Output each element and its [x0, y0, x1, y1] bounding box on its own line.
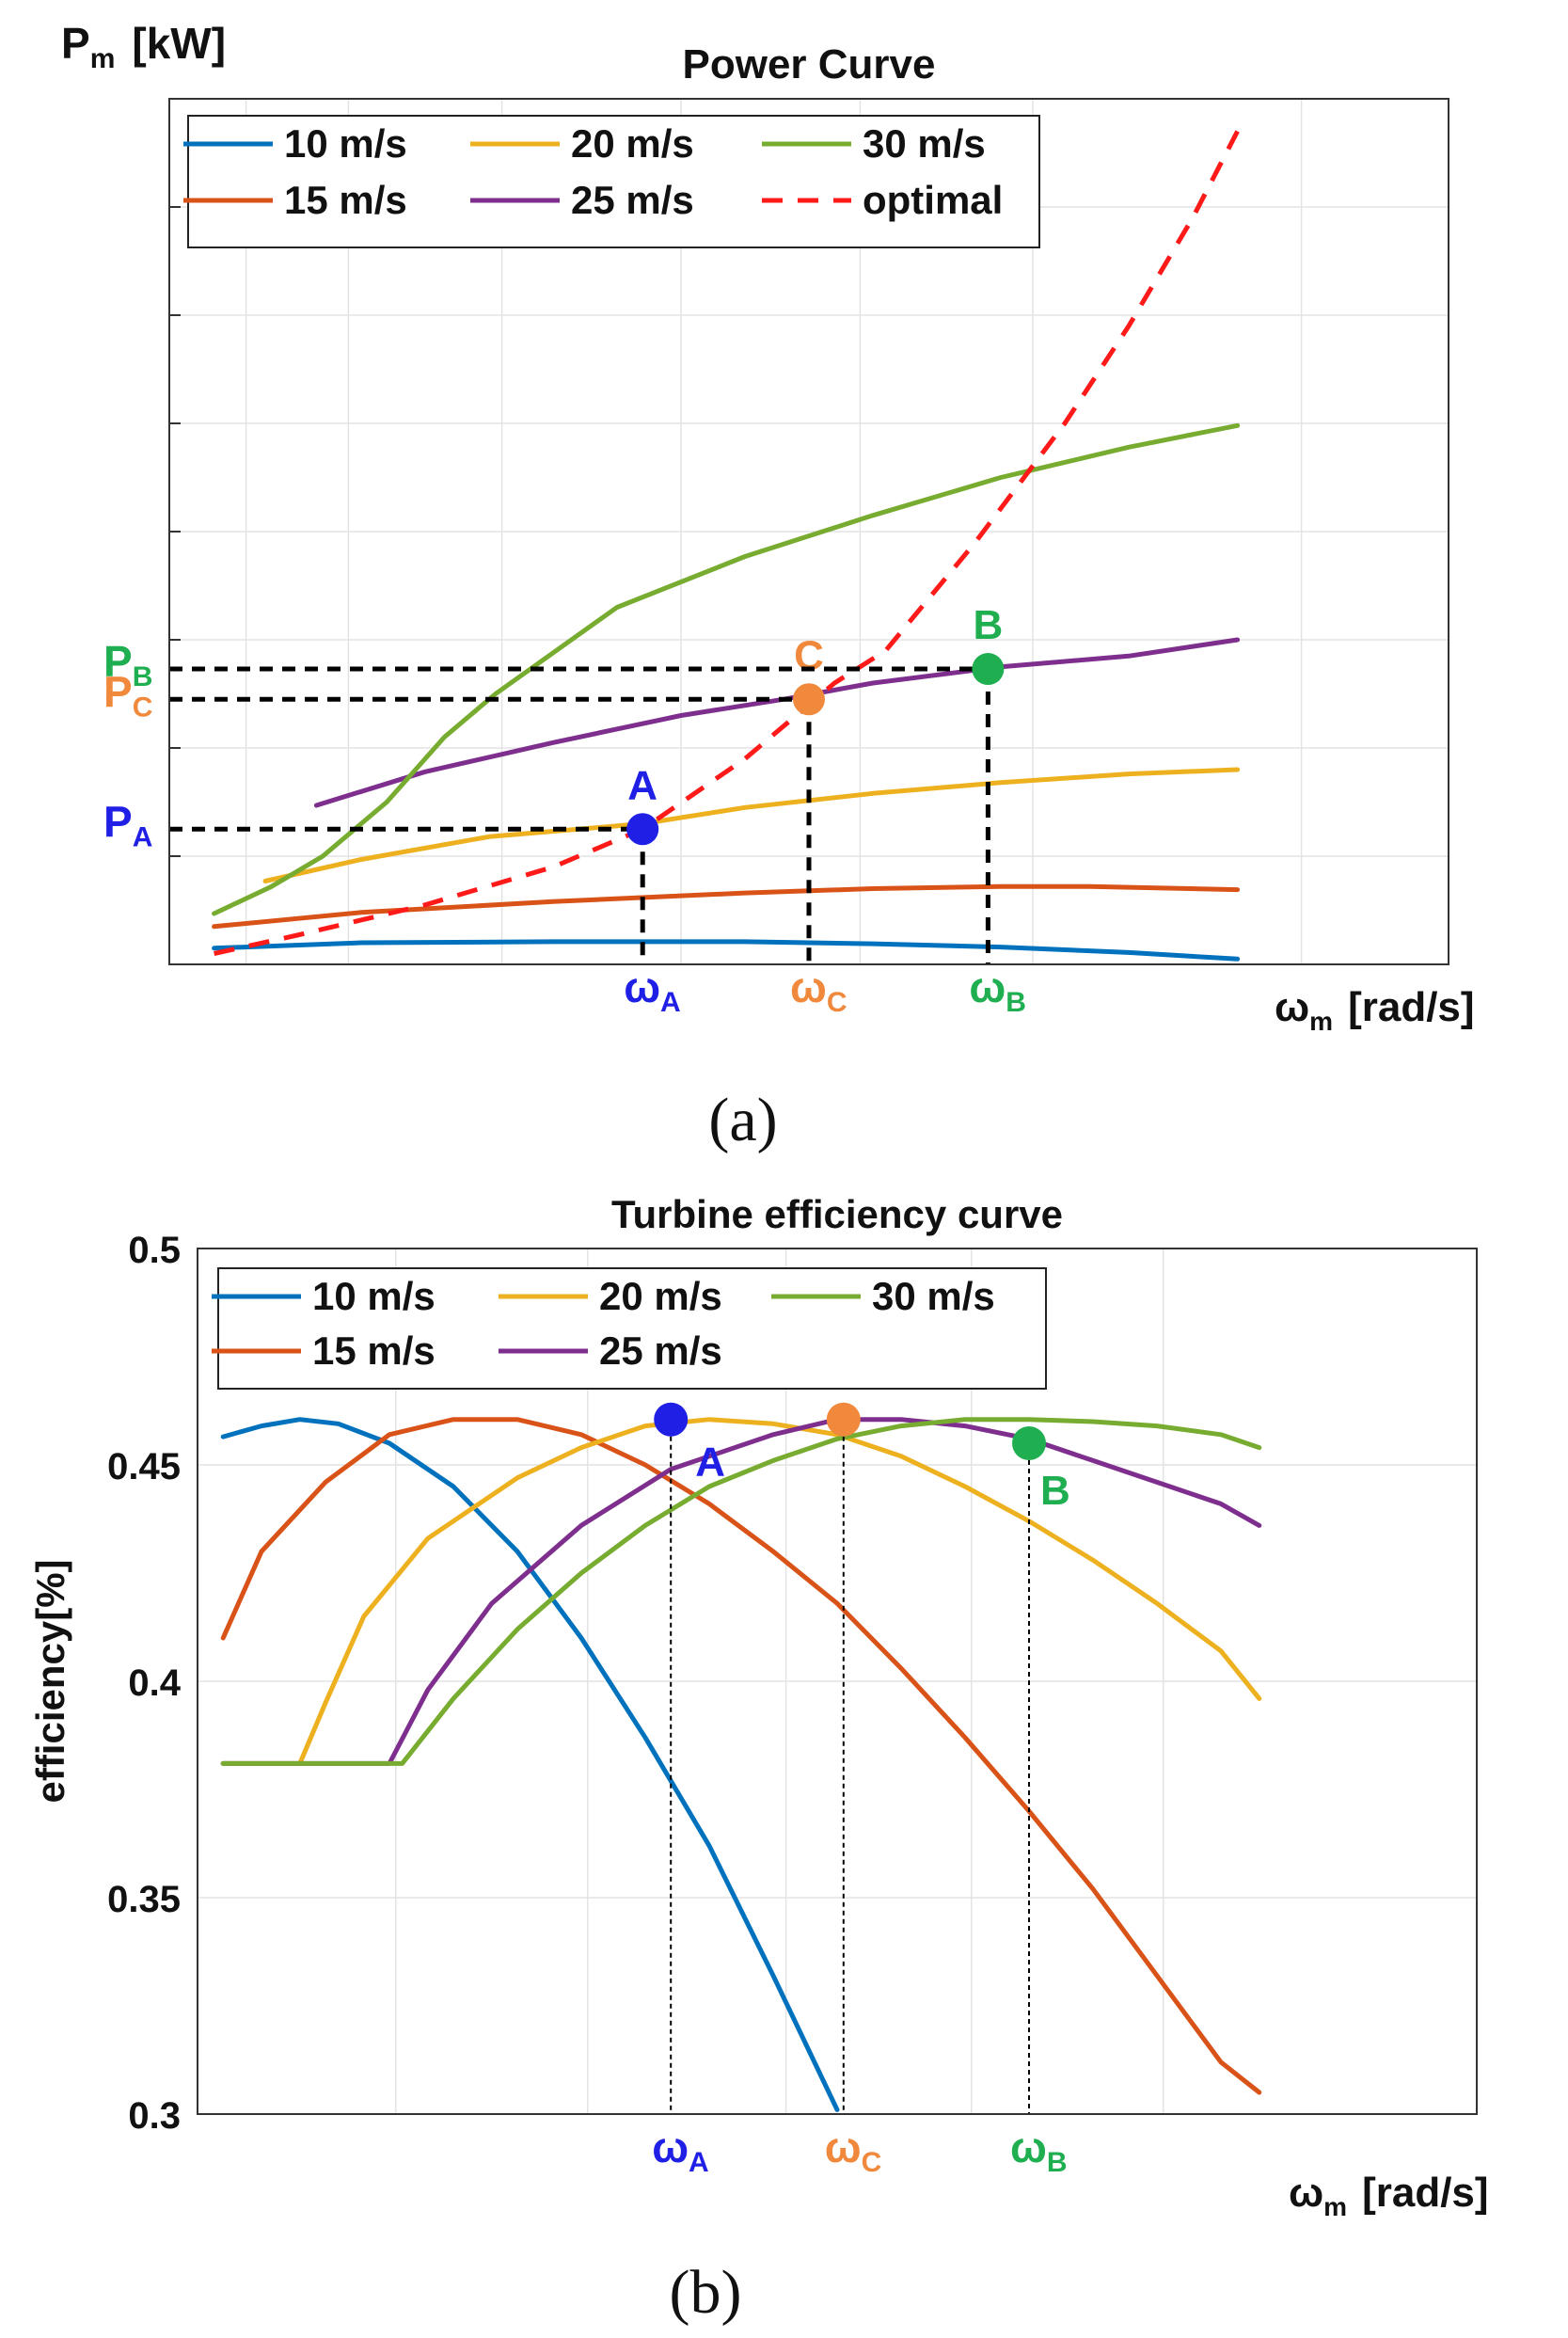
efficiency-point-b: [1012, 1426, 1046, 1460]
panel-a-label: (a): [708, 1086, 777, 1154]
efficiency-y-ticks: 0.3 0.35 0.4 0.45 0.5: [107, 1230, 182, 2137]
power-series-10-m-s: [212, 939, 1241, 962]
efficiency-legend-label-30-m-s: 30 m/s: [872, 1274, 995, 1318]
power-y-label: Pm [kW]: [61, 19, 226, 74]
efficiency-legend-label-25-m-s: 25 m/s: [599, 1328, 722, 1373]
efficiency-series-20-m-s: [220, 1417, 1262, 1766]
y-tick-label: 0.35: [107, 1879, 181, 1920]
power-y-tick-a: PA: [103, 797, 152, 852]
efficiency-legend-label-20-m-s: 20 m/s: [599, 1274, 722, 1318]
power-y-tick-b: PB: [103, 637, 152, 692]
efficiency-operating-points: AωACωCBωB: [652, 1353, 1070, 2178]
power-x-tick-a: ωA: [624, 962, 681, 1018]
power-legend-label-15-m-s: 15 m/s: [284, 178, 407, 222]
efficiency-point-label-a: A: [695, 1439, 725, 1486]
power-point-a: [626, 813, 659, 846]
efficiency-x-tick-c: ωC: [825, 2123, 882, 2178]
efficiency-plot-frame: [197, 1248, 1478, 2115]
power-legend-label-30-m-s: 30 m/s: [863, 121, 986, 166]
efficiency-x-tick-a: ωA: [652, 2123, 709, 2178]
power-chart-title: Power Curve: [683, 41, 936, 87]
power-legend: 10 m/s 20 m/s 30 m/s 15 m/s 25 m/s optimal: [183, 115, 1040, 248]
power-operating-points: AωA PA CωC PC BωB PB: [103, 602, 1026, 1018]
power-series-20-m-s: [262, 767, 1241, 883]
power-series: [212, 130, 1241, 962]
power-series-optimal: [214, 130, 1240, 956]
power-legend-label-optimal: optimal: [863, 178, 1003, 222]
efficiency-point-a: [654, 1402, 689, 1437]
power-x-label: ωm [rad/s]: [1275, 984, 1475, 1036]
power-x-tick-c: ωC: [790, 962, 847, 1018]
efficiency-x-label: ωm [rad/s]: [1289, 2170, 1489, 2221]
power-plot-frame: [168, 98, 1449, 965]
power-point-c: [793, 683, 825, 716]
power-point-label-b: B: [974, 602, 1004, 648]
power-y-tick-c: PC: [103, 667, 152, 723]
efficiency-series-10-m-s: [220, 1417, 840, 2112]
y-tick-label: 0.5: [128, 1230, 181, 1271]
power-curve-panel: AωA PA CωC PC BωB PB Power Curve Pm [kW] ωm [ra…: [61, 19, 1475, 1154]
power-series-30-m-s: [212, 422, 1241, 916]
efficiency-series-30-m-s: [220, 1417, 1262, 1766]
efficiency-chart-title: Turbine efficiency curve: [611, 1192, 1063, 1236]
power-x-tick-b: ωB: [969, 962, 1026, 1018]
panel-b-label: (b): [670, 2258, 742, 2327]
efficiency-series-15-m-s: [220, 1417, 1262, 2095]
efficiency-legend-label-10-m-s: 10 m/s: [312, 1274, 436, 1318]
efficiency-legend-label-15-m-s: 15 m/s: [312, 1328, 436, 1373]
efficiency-x-tick-b: ωB: [1010, 2123, 1068, 2178]
y-tick-label: 0.45: [107, 1446, 181, 1487]
power-legend-label-20-m-s: 20 m/s: [571, 121, 694, 166]
power-point-label-c: C: [794, 632, 824, 678]
efficiency-legend: 10 m/s 20 m/s 30 m/s 15 m/s 25 m/s: [212, 1267, 1047, 1390]
y-tick-label: 0.3: [128, 2095, 181, 2137]
efficiency-legend-box: [217, 1267, 1047, 1390]
power-legend-label-10-m-s: 10 m/s: [284, 121, 407, 166]
efficiency-grid: [198, 1249, 1477, 2114]
y-tick-label: 0.4: [128, 1662, 181, 1704]
efficiency-y-label: efficiency[%]: [28, 1559, 72, 1803]
efficiency-point-c: [826, 1402, 861, 1437]
power-legend-box: [187, 115, 1040, 248]
power-legend-label-25-m-s: 25 m/s: [571, 178, 694, 222]
efficiency-point-label-b: B: [1040, 1468, 1070, 1514]
power-point-label-a: A: [627, 762, 657, 808]
efficiency-curve-panel: AωACωCBωB Turbine efficiency curve effic…: [28, 1192, 1489, 2327]
power-point-b: [972, 653, 1005, 686]
